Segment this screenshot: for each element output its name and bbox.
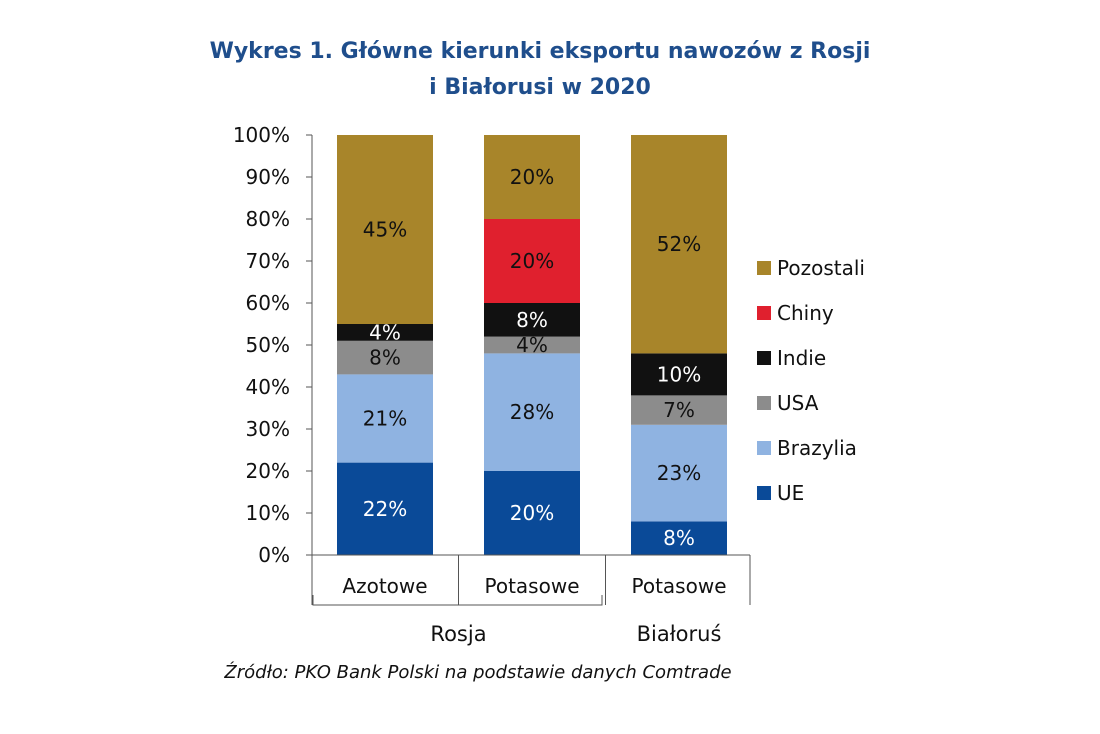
bar-segment	[484, 303, 580, 337]
y-tick-label: 80%	[246, 207, 290, 231]
y-tick-label: 0%	[258, 543, 290, 567]
y-tick-label: 40%	[246, 375, 290, 399]
bar-segment	[337, 324, 433, 341]
group-label: Rosja	[430, 622, 486, 646]
legend-label: Brazylia	[777, 436, 857, 460]
data-label: 52%	[657, 232, 701, 256]
bar-segment	[631, 395, 727, 425]
y-tick-label: 10%	[246, 501, 290, 525]
bar-segment	[631, 521, 727, 555]
data-label: 21%	[363, 407, 407, 431]
legend-item: Pozostali	[757, 256, 865, 280]
data-label: 4%	[369, 320, 401, 344]
chart-title-line-1: Wykres 1. Główne kierunki eksportu nawoz…	[210, 39, 871, 64]
data-label: 8%	[369, 346, 401, 370]
data-label: 8%	[516, 308, 548, 332]
data-label: 45%	[363, 218, 407, 242]
data-label: 8%	[663, 526, 695, 550]
x-tick-label: Azotowe	[342, 574, 427, 598]
bar-stacks: 22%21%8%4%45%20%28%4%8%20%20%8%23%7%10%5…	[337, 135, 727, 555]
legend-item: Chiny	[757, 301, 834, 325]
data-label: 4%	[516, 333, 548, 357]
legend-swatch	[757, 396, 771, 410]
data-label: 10%	[657, 362, 701, 386]
bar-segment	[631, 424, 727, 522]
y-tick-label: 100%	[233, 123, 290, 147]
x-tick-label: Potasowe	[632, 574, 727, 598]
data-label: 23%	[657, 461, 701, 485]
y-tick-label: 90%	[246, 165, 290, 189]
group-label: Białoruś	[637, 622, 722, 646]
legend-label: UE	[777, 481, 804, 505]
legend-label: Pozostali	[777, 256, 865, 280]
legend-item: UE	[757, 481, 804, 505]
bar-segment	[484, 336, 580, 354]
x-axis: Azotowe Potasowe Potasowe Rosja Białoruś	[311, 554, 751, 646]
data-label: 22%	[363, 497, 407, 521]
y-tick-label: 30%	[246, 417, 290, 441]
legend-label: Chiny	[777, 301, 834, 325]
y-axis: 0% 10% 20% 30% 40% 50% 60% 70% 80% 90% 100%	[233, 123, 313, 567]
legend: Pozostali Chiny Indie USA Brazylia UE	[757, 256, 865, 505]
legend-swatch	[757, 486, 771, 500]
bar-segment	[484, 353, 580, 471]
legend-item: Brazylia	[757, 436, 857, 460]
y-tick-label: 50%	[246, 333, 290, 357]
data-label: 20%	[510, 501, 554, 525]
data-label: 20%	[510, 165, 554, 189]
bar-segment	[631, 135, 727, 354]
bar-segment	[631, 353, 727, 396]
bar-segment	[484, 471, 580, 555]
data-label: 28%	[510, 400, 554, 424]
source-note: Źródło: PKO Bank Polski na podstawie dan…	[223, 661, 731, 683]
legend-swatch	[757, 441, 771, 455]
legend-item: USA	[757, 391, 819, 415]
bar-segment	[337, 135, 433, 324]
bar-stack: 22% 21% 8%4% 45%	[337, 135, 433, 555]
chart-title: Wykres 1. Główne kierunki eksportu nawoz…	[210, 39, 871, 100]
legend-swatch	[757, 351, 771, 365]
y-tick-label: 70%	[246, 249, 290, 273]
legend-item: Indie	[757, 346, 826, 370]
legend-label: Indie	[777, 346, 826, 370]
bar-segment	[337, 462, 433, 555]
y-tick-label: 20%	[246, 459, 290, 483]
bar-segment	[484, 135, 580, 219]
legend-swatch	[757, 261, 771, 275]
x-tick-label: Potasowe	[485, 574, 580, 598]
legend-swatch	[757, 306, 771, 320]
data-label: 7%	[663, 398, 695, 422]
data-label: 20%	[510, 249, 554, 273]
bar-stack: 8% 23% 7% 10% 52%	[631, 135, 727, 555]
group-bracket	[312, 595, 603, 606]
bar-segment	[337, 340, 433, 375]
chart-title-line-2: i Białorusi w 2020	[429, 75, 651, 100]
legend-label: USA	[777, 391, 819, 415]
y-tick-label: 60%	[246, 291, 290, 315]
bar-segment	[484, 219, 580, 303]
bar-segment	[337, 374, 433, 463]
bar-stack: 20% 28% 4%8% 20% 20%	[484, 135, 580, 555]
